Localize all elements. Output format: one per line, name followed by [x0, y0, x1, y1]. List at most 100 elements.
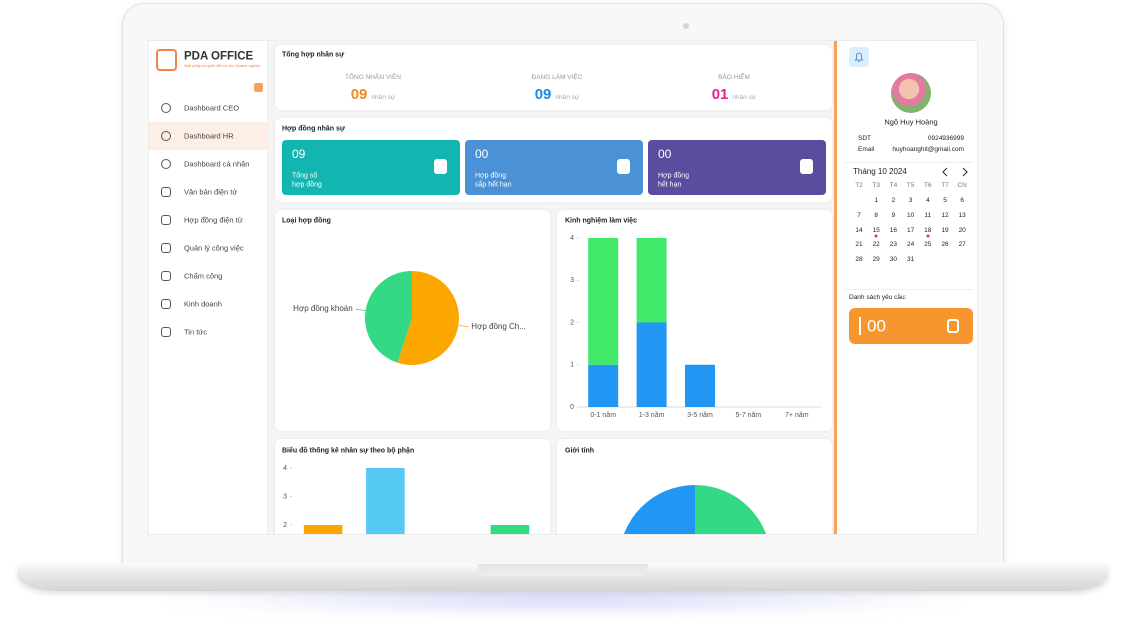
- nav-item[interactable]: Quản lý công việc: [149, 234, 268, 262]
- x-tick-label: 3-5 năm: [687, 412, 713, 419]
- calendar-day[interactable]: 4: [925, 196, 930, 204]
- calendar-day[interactable]: 25: [924, 241, 932, 249]
- stat-value: 09: [534, 86, 552, 103]
- calendar-day[interactable]: 21: [855, 241, 863, 249]
- calendar-day[interactable]: 18: [924, 226, 932, 234]
- calendar-day[interactable]: 19: [941, 226, 949, 234]
- notification-button[interactable]: [849, 47, 869, 67]
- calendar-day[interactable]: 14: [855, 226, 863, 234]
- nav-label: Dashboard HR: [184, 131, 234, 141]
- y-tick-label: 1: [570, 362, 574, 369]
- calendar-day[interactable]: 10: [906, 211, 915, 219]
- field-label: SDT: [858, 134, 871, 142]
- chart-title: Biểu đồ thống kê nhân sự theo bộ phận: [282, 447, 415, 455]
- weekday: T4: [889, 181, 898, 189]
- brand-name: PDA OFFICE: [184, 50, 254, 63]
- nav-item[interactable]: Dashboard CEO: [149, 94, 268, 122]
- calendar-day[interactable]: 23: [889, 241, 898, 249]
- nav-icon: [161, 271, 171, 281]
- calendar-day[interactable]: 15: [872, 226, 880, 234]
- pie-slice: [397, 271, 459, 365]
- calendar-day[interactable]: 20: [958, 226, 966, 234]
- pie-slice: [365, 271, 412, 363]
- calendar-day[interactable]: 6: [960, 196, 964, 204]
- accent: [859, 317, 861, 335]
- divider: [834, 41, 837, 534]
- collapse-button[interactable]: [254, 83, 263, 92]
- stat-unit: nhân sự: [555, 94, 580, 101]
- bell-icon: [854, 52, 864, 62]
- calendar-day[interactable]: 9: [891, 211, 896, 219]
- bar: [588, 364, 619, 407]
- calendar-day[interactable]: 1: [874, 196, 878, 204]
- contract-label: Tổng số: [292, 172, 318, 180]
- nav-item[interactable]: Tin tức: [149, 318, 268, 346]
- nav-label: Văn bản điện tử: [184, 187, 238, 197]
- calendar-day[interactable]: 27: [958, 241, 966, 249]
- calendar-day[interactable]: 29: [872, 255, 880, 263]
- calendar-day[interactable]: 7: [857, 211, 861, 219]
- contract-card[interactable]: 00 Hợp đồng hết hạn: [648, 140, 826, 195]
- requests-card[interactable]: 00: [849, 308, 973, 344]
- x-tick-label: 5-7 năm: [736, 412, 762, 419]
- calendar-day[interactable]: 2: [891, 196, 896, 204]
- requests-count: 00: [867, 316, 886, 336]
- stat-unit: nhân sự: [732, 94, 757, 101]
- weekday: CN: [957, 181, 967, 189]
- calendar-day[interactable]: 26: [941, 241, 949, 249]
- nav-item[interactable]: Dashboard HR: [149, 122, 268, 150]
- contracts-card: Hợp đồng nhân sự 09 Tổng số hợp đồng 00 Hợp …: [275, 118, 832, 202]
- bar: [636, 322, 667, 407]
- nav-item[interactable]: Dashboard cá nhân: [149, 150, 268, 178]
- calendar-day[interactable]: 28: [855, 255, 863, 263]
- contract-label: Hợp đồng: [658, 172, 690, 180]
- contract-value: 00: [475, 147, 489, 161]
- calendar-day[interactable]: 13: [958, 211, 966, 219]
- y-tick-label: 4: [570, 235, 574, 242]
- calendar-day[interactable]: 3: [908, 196, 913, 204]
- contract-icon: [617, 159, 630, 174]
- calendar-nav[interactable]: [941, 167, 971, 177]
- camera: [683, 23, 689, 29]
- nav-icon: [161, 299, 171, 309]
- contract-icon: [800, 159, 813, 174]
- calendar-day[interactable]: 30: [889, 255, 898, 263]
- x-tick-label: 7+ năm: [785, 412, 809, 419]
- weekday: T2: [855, 181, 863, 189]
- nav-item[interactable]: Chấm công: [149, 262, 268, 290]
- contract-card[interactable]: 00 Hợp đồng sắp hết hạn: [465, 140, 643, 195]
- pie-leader: [355, 308, 366, 312]
- nav-item[interactable]: Văn bản điện tử: [149, 178, 268, 206]
- chart-title: Giới tính: [565, 447, 595, 455]
- y-tick-label: 0: [570, 404, 574, 411]
- calendar-day[interactable]: 16: [889, 226, 898, 234]
- nav-item[interactable]: Kinh doanh: [149, 290, 268, 318]
- avatar: [891, 73, 931, 113]
- nav-icon: [161, 131, 171, 141]
- stat-value-row: 09 nhân sự: [535, 87, 580, 103]
- contract-value: 00: [658, 147, 672, 161]
- nav-item[interactable]: Hợp đồng điện tử: [149, 206, 268, 234]
- screen: PDA OFFICE Giải pháp chuyển đổi số cho D…: [148, 40, 978, 535]
- calendar-day[interactable]: 31: [906, 255, 915, 263]
- calendar-day[interactable]: 12: [941, 211, 949, 219]
- separator: [845, 289, 973, 290]
- calendar-day[interactable]: 11: [924, 211, 932, 219]
- nav-icon: [161, 215, 171, 225]
- contract-label: Hợp đồng: [475, 172, 507, 180]
- contract-card[interactable]: 09 Tổng số hợp đồng: [282, 140, 460, 195]
- card-title: Hợp đồng nhân sự: [282, 125, 345, 133]
- calendar-day[interactable]: 22: [872, 241, 880, 249]
- stat-value: 09: [350, 86, 368, 103]
- pie-label: Hợp đồng Ch...: [471, 322, 526, 331]
- requests-title: Danh sách yêu cầu:: [849, 293, 907, 301]
- nav-label: Hợp đồng điện tử: [184, 215, 243, 225]
- nav-label: Quản lý công việc: [184, 243, 244, 253]
- calendar-day[interactable]: 8: [874, 211, 878, 219]
- field-value: 0924936999: [927, 134, 964, 142]
- contract-icon: [434, 159, 447, 174]
- calendar-day[interactable]: 17: [906, 226, 915, 234]
- calendar-day[interactable]: 5: [943, 196, 947, 204]
- calendar-day[interactable]: 24: [906, 241, 915, 249]
